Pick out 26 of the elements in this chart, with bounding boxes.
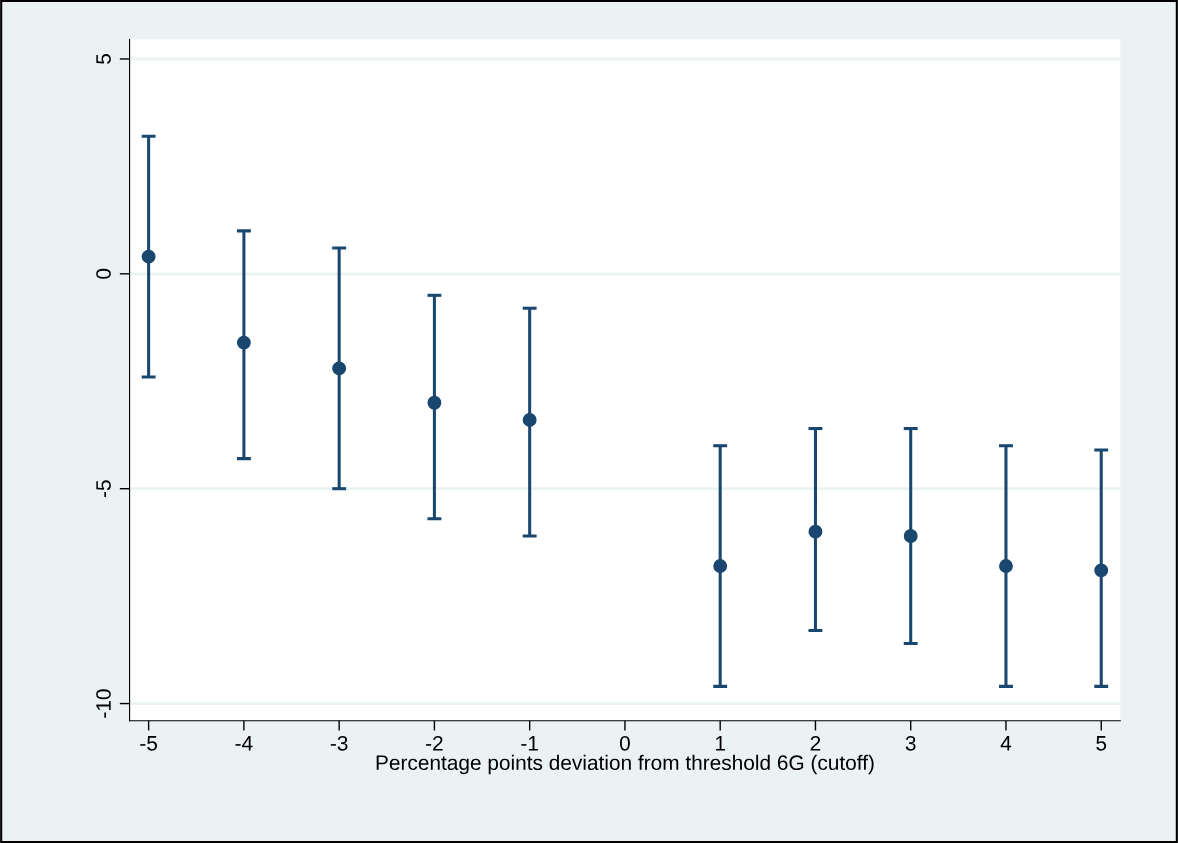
x-tick-label: 3 (905, 735, 916, 751)
point (1094, 563, 1109, 578)
point (332, 361, 347, 376)
x-axis-title: Percentage points deviation from threshold 6G (cutoff) (376, 754, 874, 775)
y-tick-label: -5 (96, 480, 111, 498)
point (236, 335, 251, 350)
x-tick-label: -3 (330, 735, 348, 751)
y-tick-label: -10 (96, 689, 111, 718)
y-tick-label: 0 (96, 268, 111, 279)
y-tick-label: 5 (96, 54, 111, 64)
x-tick-label: 0 (619, 735, 630, 751)
x-tick-label: -1 (521, 736, 538, 751)
point (903, 529, 918, 543)
x-tick-label: -5 (140, 736, 158, 751)
x-tick-label: -2 (426, 735, 443, 751)
x-tick-label: 5 (1096, 736, 1107, 751)
point (999, 559, 1013, 574)
x-tick-label: 1 (715, 736, 725, 751)
point (427, 395, 442, 410)
x-tick-label: -4 (235, 736, 253, 751)
x-tick-label: 4 (1000, 736, 1012, 751)
point (808, 524, 823, 539)
point (522, 412, 537, 427)
point (141, 249, 156, 264)
x-tick-label: 2 (810, 735, 821, 751)
point (713, 559, 728, 574)
